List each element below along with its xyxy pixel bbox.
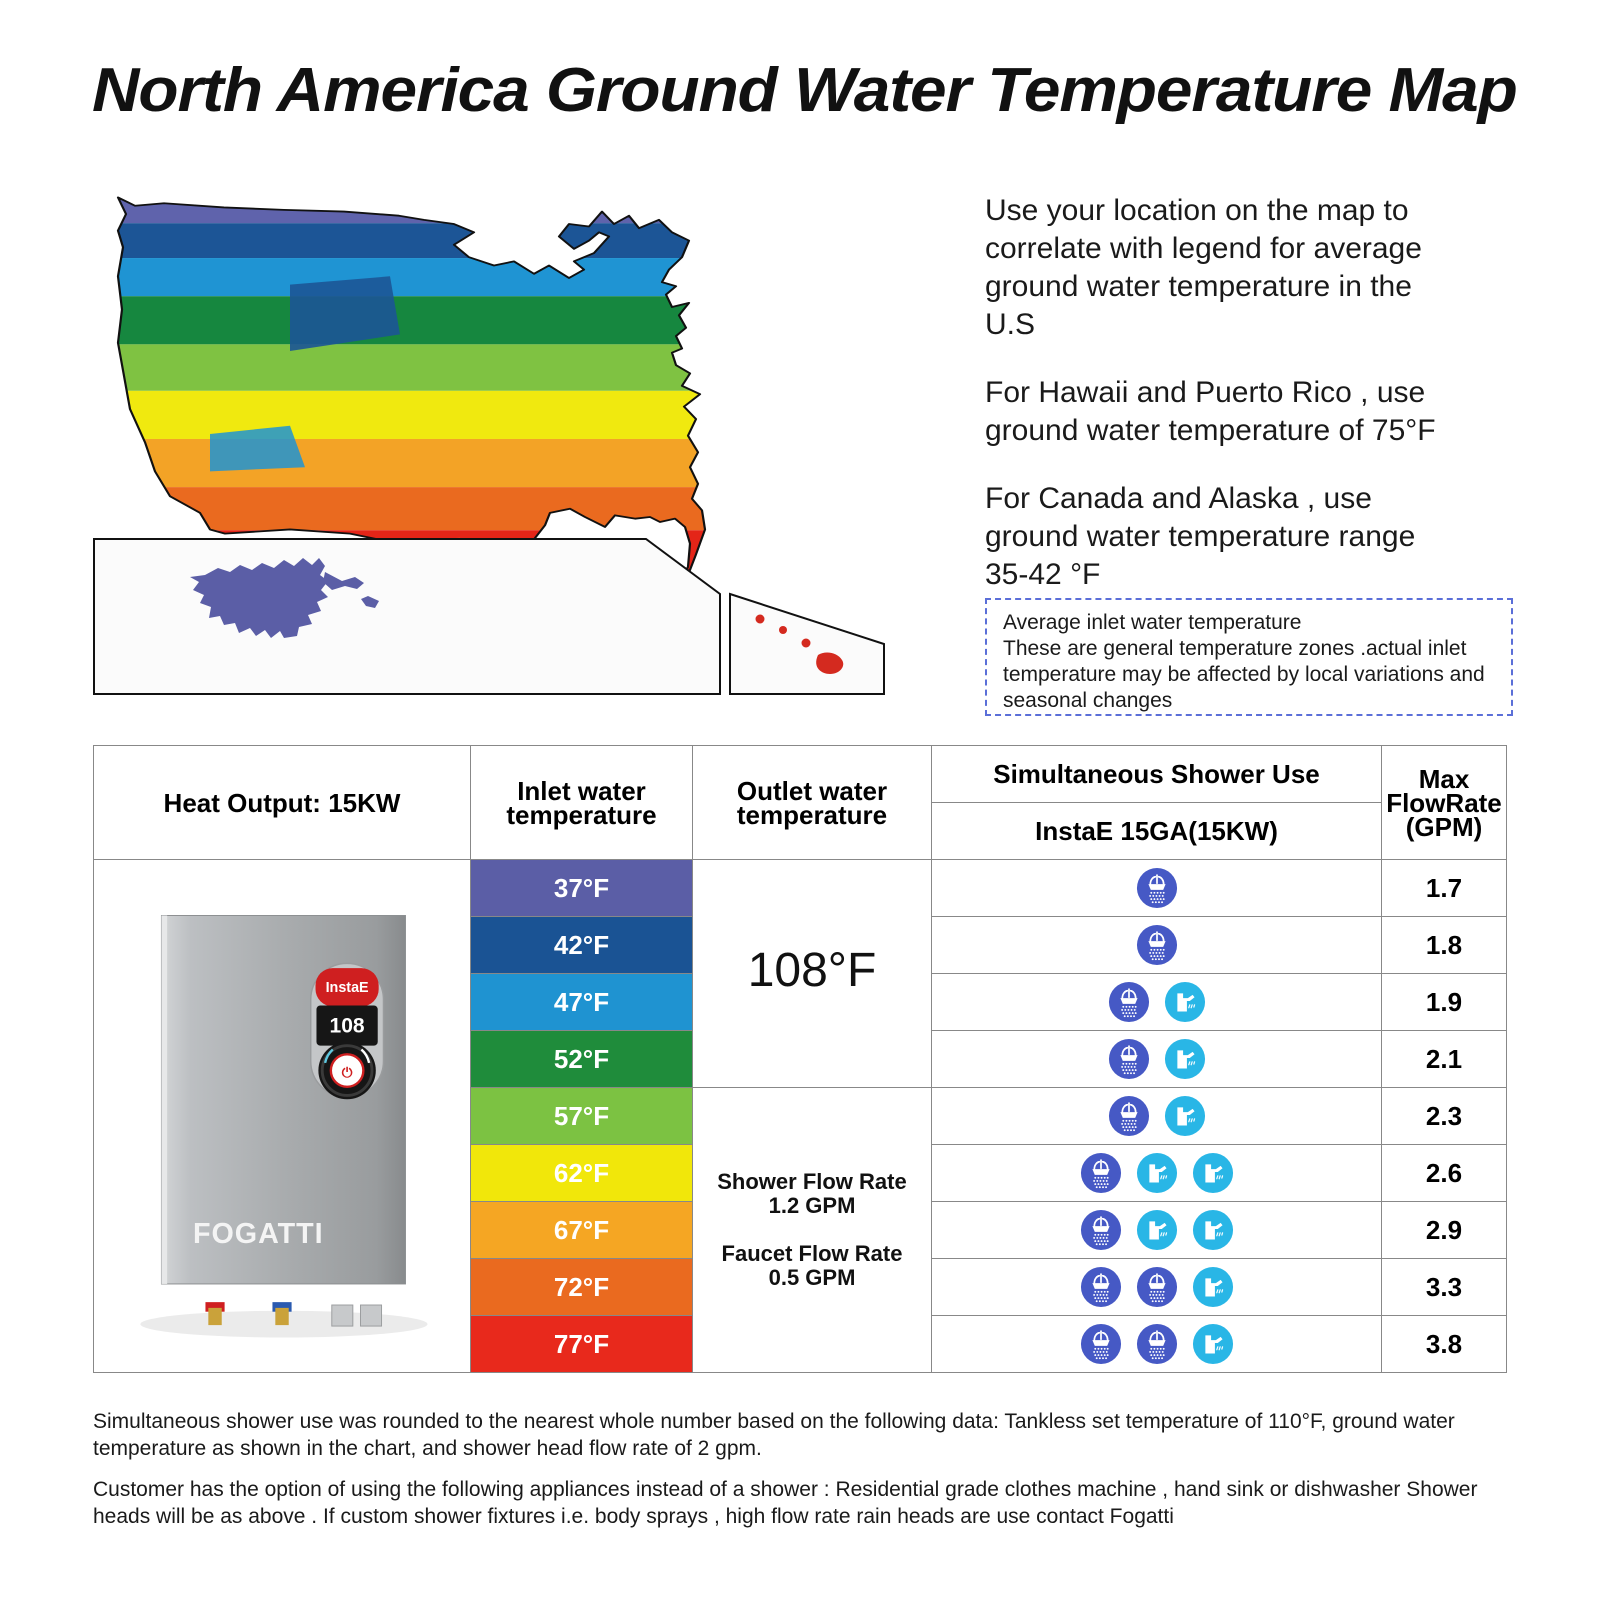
- svg-text:108: 108: [330, 1014, 365, 1037]
- svg-text:⏻: ⏻: [342, 1065, 353, 1080]
- svg-text:FOGATTI: FOGATTI: [193, 1218, 324, 1250]
- svg-text:InstaE: InstaE: [326, 980, 369, 996]
